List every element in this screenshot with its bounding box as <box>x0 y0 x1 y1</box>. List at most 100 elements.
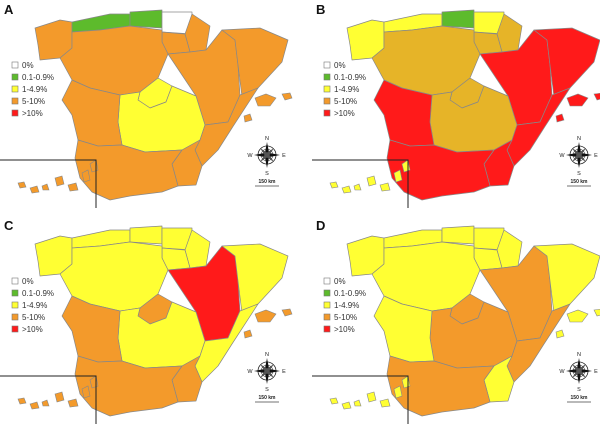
region-balearic-islands <box>281 308 293 317</box>
legend-swatch <box>323 97 331 105</box>
region-balearic-islands <box>566 309 589 323</box>
legend-label: 5-10% <box>22 313 45 322</box>
region-canary-islands <box>366 391 377 403</box>
region-canary-islands <box>41 183 50 191</box>
region-canary-islands <box>353 399 362 407</box>
compass-rose-icon: N S W E <box>559 352 598 393</box>
compass-east-label: E <box>282 369 286 375</box>
region-balearic-islands <box>566 93 589 107</box>
canary-inset-frame <box>312 159 409 208</box>
compass-west-label: W <box>559 153 565 159</box>
canary-inset-frame <box>312 375 409 424</box>
legend-label: 1-4.9% <box>22 85 47 94</box>
region-canary-islands <box>353 183 362 191</box>
region-canary-islands <box>54 391 65 403</box>
legend-swatch <box>11 85 19 93</box>
compass-east-label: E <box>594 369 598 375</box>
region-canary-islands <box>393 385 403 399</box>
region-balearic-islands <box>593 92 600 101</box>
compass-north-label: N <box>577 352 581 358</box>
compass-south-label: S <box>577 171 581 177</box>
legend-label: >10% <box>22 325 43 334</box>
region-balearic-islands <box>254 309 277 323</box>
compass-north-label: N <box>265 352 269 358</box>
region-balearic-islands <box>555 113 565 123</box>
region-canary-islands <box>54 175 65 187</box>
canary-inset-frame <box>0 375 97 424</box>
legend-swatch <box>323 85 331 93</box>
legend-label: 0.1-0.9% <box>22 73 54 82</box>
legend-swatch <box>323 73 331 81</box>
compass-south-label: S <box>577 387 581 393</box>
legend-label: 5-10% <box>334 97 357 106</box>
spain-map <box>312 9 600 208</box>
region-cantabria <box>441 225 475 245</box>
legend-swatch <box>323 109 331 117</box>
region-canary-islands <box>67 182 79 192</box>
legend-swatch <box>323 325 331 333</box>
legend-swatch <box>11 97 19 105</box>
panel-letter: B <box>316 2 325 17</box>
scale-label: 150 km <box>571 395 589 401</box>
region-canary-islands <box>329 181 339 189</box>
compass-rose-icon: N S W E <box>247 352 286 393</box>
legend-swatch <box>11 73 19 81</box>
legend-swatch <box>11 109 19 117</box>
panel-letter: A <box>4 2 14 17</box>
region-canary-islands <box>329 397 339 405</box>
scale-label: 150 km <box>259 395 277 401</box>
region-canary-islands <box>41 399 50 407</box>
panel-letter: C <box>4 218 14 233</box>
legend-label: 0% <box>334 61 346 70</box>
legend-swatch <box>323 61 331 69</box>
region-andalusia <box>386 355 495 417</box>
legend-swatch <box>11 301 19 309</box>
legend-swatch <box>323 301 331 309</box>
legend-label: 1-4.9% <box>334 85 359 94</box>
legend-swatch <box>11 277 19 285</box>
legend-swatch <box>323 289 331 297</box>
compass-north-label: N <box>577 136 581 142</box>
legend-label: 0.1-0.9% <box>334 289 366 298</box>
legend-swatch <box>11 61 19 69</box>
legend-label: 0.1-0.9% <box>334 73 366 82</box>
region-cantabria <box>129 225 163 245</box>
legend-label: 0% <box>22 61 34 70</box>
compass-west-label: W <box>247 153 253 159</box>
canary-inset-frame <box>0 159 97 208</box>
legend-label: 5-10% <box>334 313 357 322</box>
region-balearic-islands <box>281 92 293 101</box>
legend-label: 0% <box>334 277 346 286</box>
compass-rose-icon: N S W E <box>559 136 598 177</box>
region-balearic-islands <box>243 329 253 339</box>
region-canary-islands <box>67 398 79 408</box>
region-andalusia <box>386 139 495 201</box>
scale-label: 150 km <box>259 179 277 185</box>
legend-label: >10% <box>334 109 355 118</box>
scale-label: 150 km <box>571 179 589 185</box>
region-cantabria <box>441 9 475 29</box>
compass-west-label: W <box>559 369 565 375</box>
region-canary-islands <box>81 169 91 183</box>
spain-map <box>0 9 293 208</box>
map-panel-a: A 0% 0.1-0.9% 1-4.9% 5-10% >10% N S W E 150 km <box>0 2 293 208</box>
region-canary-islands <box>393 169 403 183</box>
legend-swatch <box>11 313 19 321</box>
region-canary-islands <box>29 401 40 410</box>
compass-west-label: W <box>247 369 253 375</box>
map-panel-b: B 0% 0.1-0.9% 1-4.9% 5-10% >10% N S W E 150 km <box>312 2 600 208</box>
legend-label: 0% <box>22 277 34 286</box>
panel-letter: D <box>316 218 325 233</box>
compass-rose-icon: N S W E <box>247 136 286 177</box>
region-balearic-islands <box>593 308 600 317</box>
region-canary-islands <box>29 185 40 194</box>
legend-label: >10% <box>22 109 43 118</box>
region-canary-islands <box>341 401 352 410</box>
region-balearic-islands <box>243 113 253 123</box>
compass-east-label: E <box>282 153 286 159</box>
region-andalusia <box>74 139 183 201</box>
legend-swatch <box>11 289 19 297</box>
compass-south-label: S <box>265 171 269 177</box>
region-canary-islands <box>17 397 27 405</box>
